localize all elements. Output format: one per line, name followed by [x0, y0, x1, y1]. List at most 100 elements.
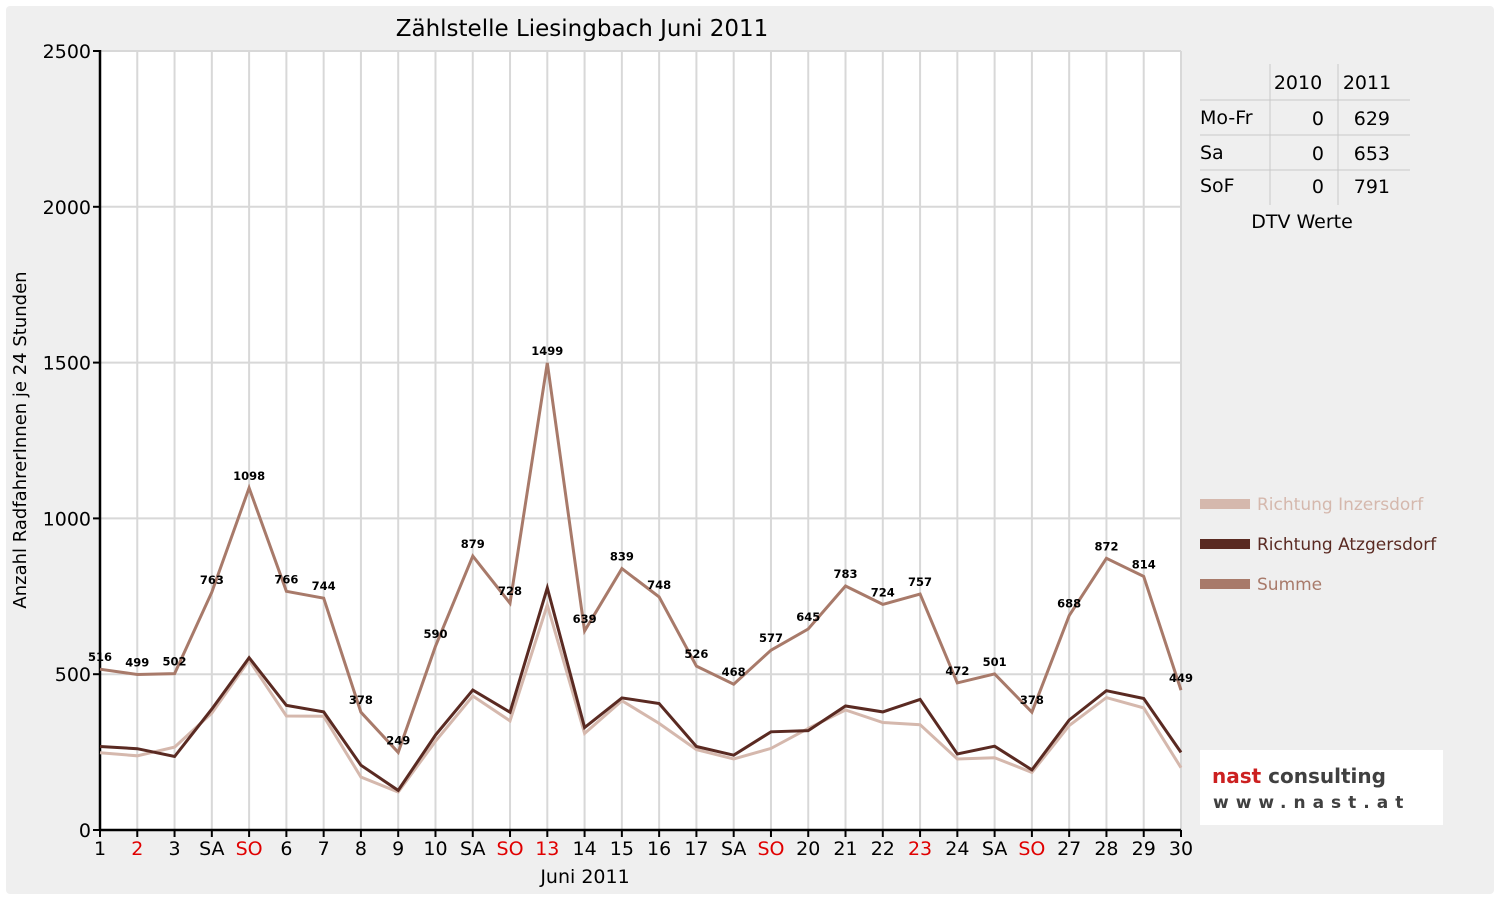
- nast-logo: nast consulting www.nast.at: [1200, 750, 1443, 825]
- x-tick-label: 1: [94, 838, 106, 860]
- data-label: 645: [796, 610, 820, 624]
- data-label: 516: [88, 650, 112, 664]
- data-label: 502: [163, 655, 187, 669]
- dtv-header-2010: 2010: [1274, 72, 1322, 94]
- data-label: 378: [1020, 693, 1044, 707]
- data-label: 728: [498, 584, 522, 598]
- x-tick-label: 8: [355, 838, 367, 860]
- y-tick-label: 500: [55, 664, 91, 686]
- x-tick-label: 28: [1094, 838, 1118, 860]
- axes: [98, 50, 1181, 832]
- x-tick-label: 10: [423, 838, 447, 860]
- dtv-row-label: Sa: [1200, 142, 1224, 164]
- data-label: 744: [312, 579, 336, 593]
- y-tick-label: 0: [79, 820, 91, 842]
- x-tick-label: 30: [1169, 838, 1193, 860]
- data-label: 249: [386, 733, 410, 747]
- data-label: 879: [461, 537, 485, 551]
- logo-nast: nast: [1212, 764, 1262, 788]
- dtv-cell: 629: [1354, 108, 1390, 130]
- x-tick-label: 9: [392, 838, 404, 860]
- x-tick-label: 2: [131, 838, 143, 860]
- x-tick-label: 29: [1132, 838, 1156, 860]
- data-label: 449: [1169, 671, 1193, 685]
- dtv-cell: 791: [1354, 176, 1390, 198]
- dtv-cell: 0: [1312, 176, 1324, 198]
- data-label: 472: [945, 664, 969, 678]
- x-tick-label: SA: [721, 838, 746, 860]
- x-tick-label: SO: [757, 838, 784, 860]
- legend-label: Richtung Atzgersdorf: [1257, 535, 1437, 555]
- data-label: 468: [722, 665, 746, 679]
- legend-label: Richtung Inzersdorf: [1257, 495, 1424, 515]
- dtv-cell: 0: [1312, 108, 1324, 130]
- y-tick-label: 1000: [43, 508, 91, 530]
- dtv-caption: DTV Werte: [1251, 211, 1353, 233]
- data-label: 814: [1132, 557, 1156, 571]
- x-tick-label: SA: [199, 838, 224, 860]
- y-tick-label: 2500: [43, 41, 91, 63]
- x-tick-label: 15: [610, 838, 634, 860]
- logo-url: www.nast.at: [1213, 793, 1410, 813]
- data-label: 757: [908, 575, 932, 589]
- x-tick-label: 13: [535, 838, 559, 860]
- series-line: [99, 362, 1183, 756]
- data-label: 872: [1094, 539, 1118, 553]
- x-axis-label: Juni 2011: [539, 866, 629, 888]
- logo-consulting: consulting: [1261, 764, 1386, 788]
- series-line: [99, 599, 1183, 794]
- legend-label: Summe: [1257, 575, 1322, 595]
- x-tick-label: SO: [497, 838, 524, 860]
- y-tick-label: 1500: [43, 353, 91, 375]
- data-label: 501: [983, 655, 1007, 669]
- data-label: 577: [759, 631, 783, 645]
- dtv-cell: 0: [1312, 143, 1324, 165]
- x-tick-label: SO: [236, 838, 263, 860]
- data-label: 688: [1057, 597, 1081, 611]
- legend-swatch: [1200, 579, 1250, 589]
- dtv-table: 2010 2011 Mo-Fr 0 629 Sa 0 653 SoF 0 791…: [1200, 64, 1410, 233]
- y-axis-label: Anzahl RadfahrerInnen je 24 Stunden: [10, 271, 31, 608]
- data-label: 748: [647, 578, 671, 592]
- series-line: [99, 582, 1183, 793]
- x-tick-label: 23: [908, 838, 932, 860]
- x-tick-label: 27: [1057, 838, 1081, 860]
- data-label: 378: [349, 693, 373, 707]
- logo-text: nast consulting: [1212, 764, 1386, 788]
- x-tick-label: 17: [684, 838, 708, 860]
- data-label: 526: [684, 647, 708, 661]
- data-label: 766: [274, 572, 298, 586]
- y-tick-label: 2000: [43, 197, 91, 219]
- x-tick-label: 16: [647, 838, 671, 860]
- dtv-row-label: Mo-Fr: [1200, 107, 1253, 129]
- data-label: 499: [125, 656, 149, 670]
- legend-swatch: [1200, 499, 1250, 509]
- series-lines: [99, 362, 1183, 794]
- data-label: 724: [871, 585, 895, 599]
- grid-lines: [99, 50, 1182, 831]
- data-label: 763: [200, 573, 224, 587]
- x-tick-label: SA: [982, 838, 1007, 860]
- data-label: 1499: [531, 344, 563, 358]
- chart-title: Zählstelle Liesingbach Juni 2011: [396, 16, 769, 42]
- x-tick-label: SA: [460, 838, 485, 860]
- x-tick-label: SO: [1018, 838, 1045, 860]
- dtv-cell: 653: [1354, 143, 1390, 165]
- data-label: 590: [423, 627, 447, 641]
- x-tick-label: 24: [945, 838, 969, 860]
- legend-swatch: [1200, 539, 1250, 549]
- legend: Richtung Inzersdorf Richtung Atzgersdorf S…: [1200, 495, 1437, 595]
- data-label: 1098: [233, 469, 265, 483]
- x-tick-label: 7: [318, 838, 330, 860]
- x-tick-label: 21: [833, 838, 857, 860]
- x-tick-label: 3: [169, 838, 181, 860]
- data-label: 783: [834, 567, 858, 581]
- dtv-row-label: SoF: [1200, 175, 1235, 197]
- data-labels: 516 499 502 763 1098 766 744 378 249 590 879 728 149…: [88, 344, 1193, 748]
- x-tick-label: 22: [871, 838, 895, 860]
- x-tick-label: 20: [796, 838, 820, 860]
- x-tick-label: 6: [280, 838, 292, 860]
- x-tick-label: 14: [572, 838, 596, 860]
